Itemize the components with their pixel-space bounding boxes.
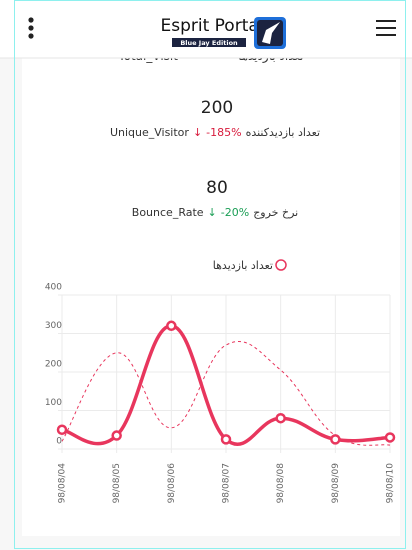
stat-value: 80 xyxy=(206,178,228,198)
dashed-line xyxy=(61,340,391,446)
point xyxy=(220,434,232,445)
point xyxy=(166,320,177,332)
y-tick-label: 0 xyxy=(56,437,62,447)
app-title: Esprit Portal xyxy=(160,16,263,36)
y-tick-label: 300 xyxy=(45,321,62,331)
point xyxy=(111,430,122,441)
x-tick-label: 98/08/06 xyxy=(167,463,177,504)
point xyxy=(330,434,341,445)
y-tick-label: 400 xyxy=(45,283,62,293)
x-tick-label: 98/08/05 xyxy=(112,463,122,503)
stat-label: نرخ خروج xyxy=(253,206,298,219)
badge: Blue Jay Edition xyxy=(180,39,238,47)
legend-marker xyxy=(275,259,287,271)
x-tick-label: 98/08/10 xyxy=(386,463,396,504)
y-tick-label: 200 xyxy=(45,360,62,370)
stat-value: 200 xyxy=(201,98,233,118)
trend-arrow: ↓ xyxy=(193,126,202,139)
x-tick-label: 98/08/08 xyxy=(276,463,286,504)
header xyxy=(0,0,412,58)
frame xyxy=(14,0,406,549)
point xyxy=(275,412,286,424)
stat-line: Unique_Visitor ↓ -185% تعداد بازدیدکننده xyxy=(110,126,320,139)
x-tick-label: 98/08/04 xyxy=(58,463,68,504)
stat-line: Bounce_Rate ↓ -20% نرخ خروج xyxy=(132,206,298,219)
stat-change: -185% xyxy=(206,126,241,139)
x-tick-label: 98/08/07 xyxy=(222,463,232,503)
menu-dots[interactable] xyxy=(28,17,34,39)
card xyxy=(22,40,400,536)
hamburger-menu[interactable] xyxy=(376,20,396,36)
y-tick-label: 100 xyxy=(45,398,62,408)
stat-name: Bounce_Rate xyxy=(132,206,204,219)
chart: 0 100 200 300 400 98/08/04 98/08/05 98/08/06 98/… xyxy=(45,259,396,503)
stat-change: -20% xyxy=(221,206,249,219)
stat-label: تعداد بازدیدکننده xyxy=(246,126,320,139)
trend-arrow: ↓ xyxy=(208,206,217,219)
legend-label: تعداد بازدیدها xyxy=(213,259,273,272)
stats: Total_Visitتعداد بازدیدها200Unique_Visit… xyxy=(110,49,320,220)
x-tick-label: 98/08/09 xyxy=(331,463,341,504)
logo xyxy=(254,17,286,49)
point xyxy=(384,432,396,443)
point xyxy=(56,424,68,435)
stat-name: Unique_Visitor xyxy=(110,126,189,139)
badge-bg xyxy=(172,38,246,47)
